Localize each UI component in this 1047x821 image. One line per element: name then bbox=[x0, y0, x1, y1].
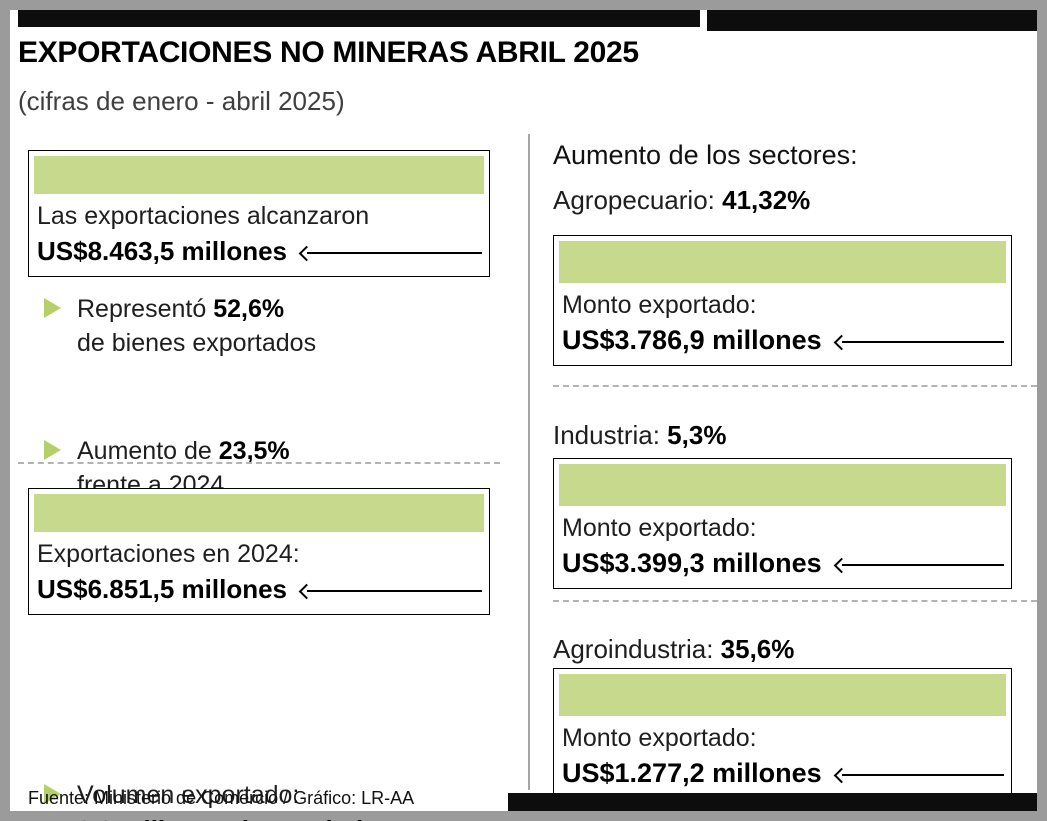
bullet-represento: Representó 52,6% de bienes exportados bbox=[28, 292, 500, 360]
bullet-volumen: Volumen exportado: 3,3 millones de tonel… bbox=[28, 778, 500, 821]
bottom-rule-bar bbox=[508, 793, 1037, 811]
green-bar bbox=[34, 494, 484, 532]
left-column: Las exportaciones alcanzaron US$8.463,5 … bbox=[18, 150, 500, 821]
bullet-bold-value: 23,5% bbox=[218, 437, 290, 465]
bullet-line: Representó 52,6% bbox=[77, 292, 500, 326]
sector-pct: 41,32% bbox=[722, 185, 811, 215]
dashed-divider bbox=[18, 462, 500, 464]
card-value-row: US$8.463,5 millones bbox=[34, 231, 484, 271]
exports-2024-card: Exportaciones en 2024: US$6.851,5 millon… bbox=[28, 488, 490, 615]
left-arrow-icon bbox=[299, 244, 482, 262]
dashed-divider bbox=[553, 385, 1037, 387]
bullet-text: Representó bbox=[77, 295, 214, 323]
sector-card-agropecuario: Monto exportado: US$3.786,9 millones bbox=[553, 235, 1012, 366]
monto-value: US$3.399,3 millones bbox=[562, 548, 822, 578]
sector-card-agroindustria: Monto exportado: US$1.277,2 millones bbox=[553, 668, 1012, 799]
left-arrow-icon bbox=[834, 333, 1005, 351]
green-bar bbox=[559, 241, 1006, 283]
bullet-line: Aumento de 23,5% bbox=[77, 434, 500, 468]
card-value: US$8.463,5 millones bbox=[37, 236, 288, 266]
total-exports-card: Las exportaciones alcanzaron US$8.463,5 … bbox=[28, 150, 490, 277]
sector-card-industria: Monto exportado: US$3.399,3 millones bbox=[553, 458, 1012, 589]
sector-label-industria: Industria: 5,3% bbox=[553, 418, 726, 452]
page-title: EXPORTACIONES NO MINERAS ABRIL 2025 bbox=[18, 36, 639, 69]
card-lead-text: Exportaciones en 2024: bbox=[37, 540, 300, 568]
bullet-text: Aumento de bbox=[77, 437, 219, 465]
monto-label: Monto exportado: bbox=[562, 724, 757, 752]
bullet-bold-line: 3,3 millones de toneladas bbox=[77, 812, 500, 821]
sectors-heading: Aumento de los sectores: bbox=[553, 140, 858, 170]
vertical-divider bbox=[528, 134, 530, 790]
monto-label: Monto exportado: bbox=[562, 291, 757, 319]
bullet-bold-value: 52,6% bbox=[213, 295, 285, 323]
card-value-row: US$3.786,9 millones bbox=[559, 320, 1006, 360]
left-arrow-icon bbox=[834, 766, 1005, 784]
card-value-row: US$1.277,2 millones bbox=[559, 753, 1006, 793]
green-bar bbox=[559, 674, 1006, 716]
green-bar bbox=[559, 464, 1006, 506]
dashed-divider bbox=[553, 600, 1037, 602]
sector-pct: 35,6% bbox=[720, 634, 795, 664]
sector-label-agropecuario: Agropecuario: 41,32% bbox=[553, 183, 810, 217]
sector-name: Agropecuario: bbox=[553, 185, 723, 215]
left-arrow-icon bbox=[834, 556, 1005, 574]
sector-name: Agroindustria: bbox=[553, 634, 721, 664]
left-arrow-icon bbox=[299, 582, 482, 600]
sector-name: Industria: bbox=[553, 420, 668, 450]
monto-value: US$1.277,2 millones bbox=[562, 758, 822, 788]
bullet-line: Volumen exportado: bbox=[77, 781, 300, 809]
sector-label-agroindustria: Agroindustria: 35,6% bbox=[553, 632, 794, 666]
infographic-page: EXPORTACIONES NO MINERAS ABRIL 2025 (cif… bbox=[10, 10, 1037, 821]
card-lead-text: Las exportaciones alcanzaron bbox=[37, 202, 370, 230]
card-value-row: US$3.399,3 millones bbox=[559, 543, 1006, 583]
monto-label: Monto exportado: bbox=[562, 514, 757, 542]
top-right-block bbox=[707, 10, 1037, 31]
top-rule-bar bbox=[18, 10, 700, 27]
green-bar bbox=[34, 156, 484, 194]
bullet-triangle-icon bbox=[44, 298, 61, 318]
card-value-row: US$6.851,5 millones bbox=[34, 569, 484, 609]
right-column: Aumento de los sectores: Agropecuario: 4… bbox=[553, 138, 1037, 799]
source-note: Fuente: Ministerio de Comercio / Gráfico… bbox=[28, 788, 415, 808]
sector-pct: 5,3% bbox=[667, 420, 727, 450]
bullet-line: de bienes exportados bbox=[77, 329, 317, 357]
bullet-triangle-icon bbox=[44, 440, 61, 460]
page-subtitle: (cifras de enero - abril 2025) bbox=[18, 86, 345, 116]
card-value: US$6.851,5 millones bbox=[37, 574, 288, 604]
bullet-triangle-icon bbox=[44, 784, 61, 804]
monto-value: US$3.786,9 millones bbox=[562, 325, 822, 355]
